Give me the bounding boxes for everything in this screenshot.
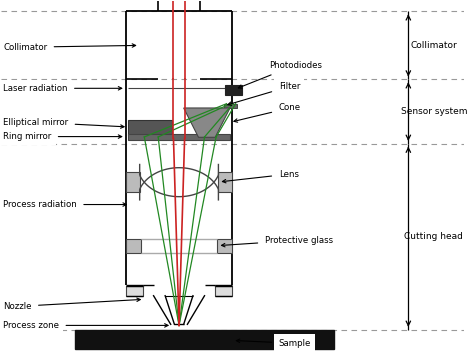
Text: Sensor system: Sensor system xyxy=(401,107,467,116)
FancyBboxPatch shape xyxy=(218,238,232,253)
Text: Cone: Cone xyxy=(234,103,301,122)
FancyBboxPatch shape xyxy=(219,172,232,192)
Text: Elliptical mirror: Elliptical mirror xyxy=(3,118,124,128)
Text: Nozzle: Nozzle xyxy=(3,298,140,311)
Text: Photodiodes: Photodiodes xyxy=(238,61,322,88)
FancyBboxPatch shape xyxy=(75,330,334,349)
FancyBboxPatch shape xyxy=(126,286,143,296)
FancyBboxPatch shape xyxy=(128,134,230,140)
Text: Laser radiation: Laser radiation xyxy=(3,84,122,93)
FancyBboxPatch shape xyxy=(225,85,242,95)
FancyBboxPatch shape xyxy=(215,286,232,296)
FancyBboxPatch shape xyxy=(128,120,172,135)
FancyBboxPatch shape xyxy=(126,238,141,253)
Text: Sample: Sample xyxy=(237,339,311,348)
Text: Ring mirror: Ring mirror xyxy=(3,132,122,141)
Text: Process radiation: Process radiation xyxy=(3,200,127,209)
Text: Collimator: Collimator xyxy=(3,43,136,52)
Text: Lens: Lens xyxy=(222,170,299,183)
FancyBboxPatch shape xyxy=(224,104,237,108)
Text: Protective glass: Protective glass xyxy=(221,236,333,247)
Text: Process zone: Process zone xyxy=(3,321,168,330)
Polygon shape xyxy=(183,108,230,137)
Text: Cutting head: Cutting head xyxy=(404,232,463,241)
Text: Collimator: Collimator xyxy=(410,41,457,50)
FancyBboxPatch shape xyxy=(126,172,140,192)
Text: Filter: Filter xyxy=(228,82,300,106)
